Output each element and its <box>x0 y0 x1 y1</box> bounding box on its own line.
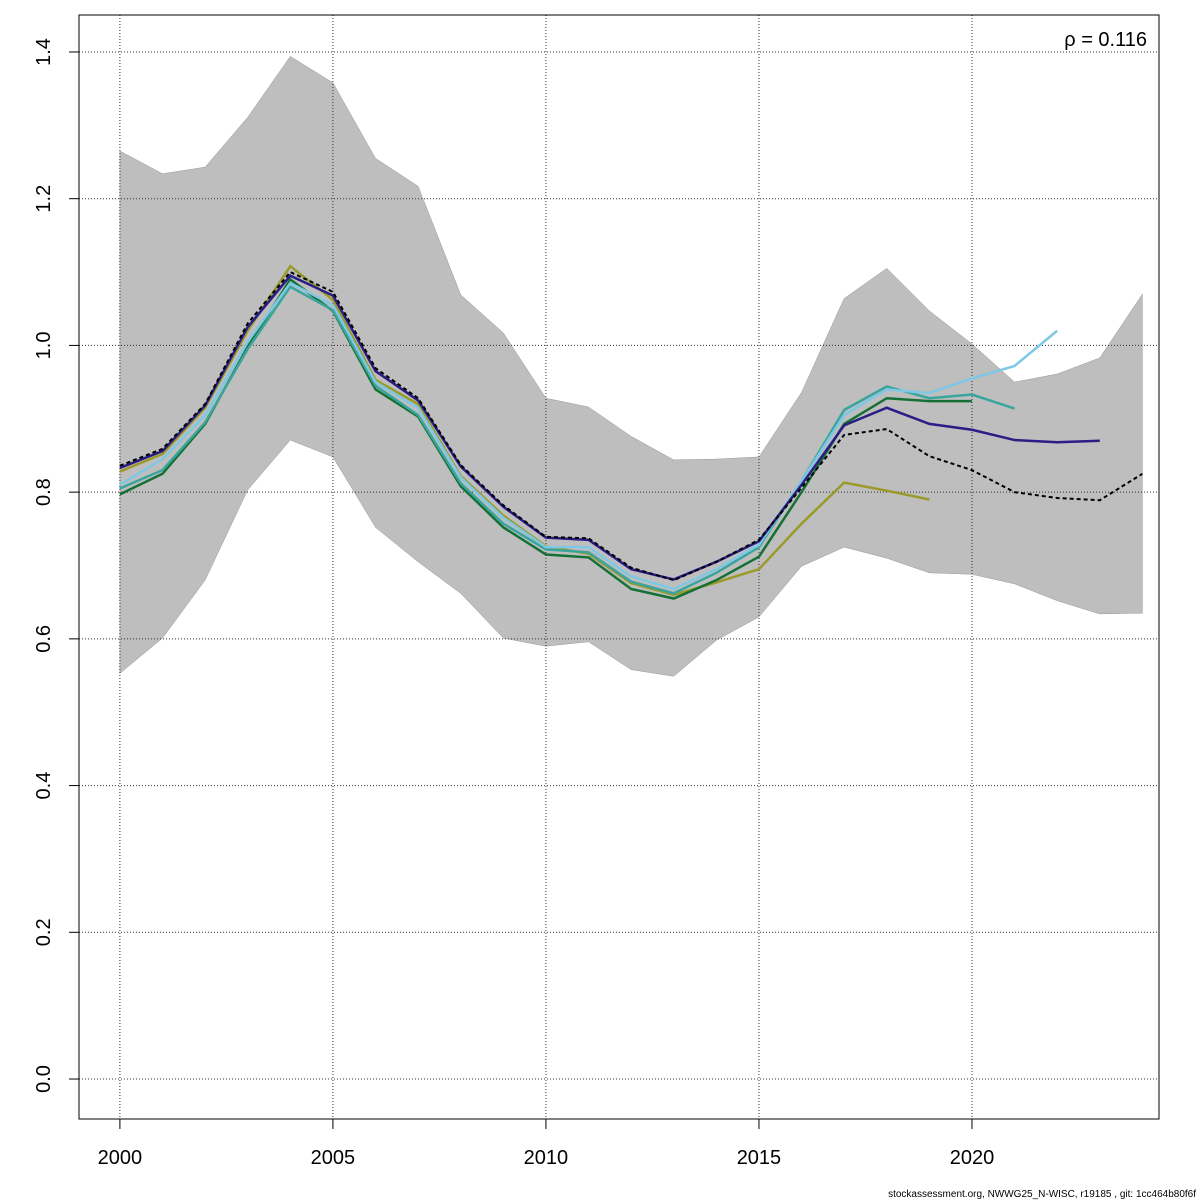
y-tick-label: 0.0 <box>33 1065 55 1093</box>
y-tick-label: 0.2 <box>33 918 55 946</box>
x-tick-label: 2000 <box>98 1147 143 1169</box>
series-line <box>119 285 1015 595</box>
y-tick-label: 1.0 <box>33 332 55 360</box>
plot-frame <box>78 14 1160 1120</box>
y-tick-label: 1.4 <box>33 38 55 66</box>
series-line <box>119 281 1058 591</box>
y-tick-label: 0.4 <box>33 772 55 800</box>
x-tick-label: 2015 <box>737 1147 782 1169</box>
x-tick-label: 2020 <box>950 1147 995 1169</box>
footer: stockassessment.org, NWWG25_N-WISC, r191… <box>888 1189 1196 1200</box>
y-tick-label: 0.6 <box>33 625 55 653</box>
x-tick-label: 2010 <box>524 1147 569 1169</box>
y-tick-label: 0.8 <box>33 478 55 506</box>
series-line <box>119 274 1100 581</box>
x-tick-label: 2005 <box>311 1147 356 1169</box>
y-tick-label: 1.2 <box>33 185 55 213</box>
confidence-band <box>119 56 1143 677</box>
series-line <box>119 270 1143 582</box>
annotation: ρ = 0.116 <box>1064 29 1147 51</box>
